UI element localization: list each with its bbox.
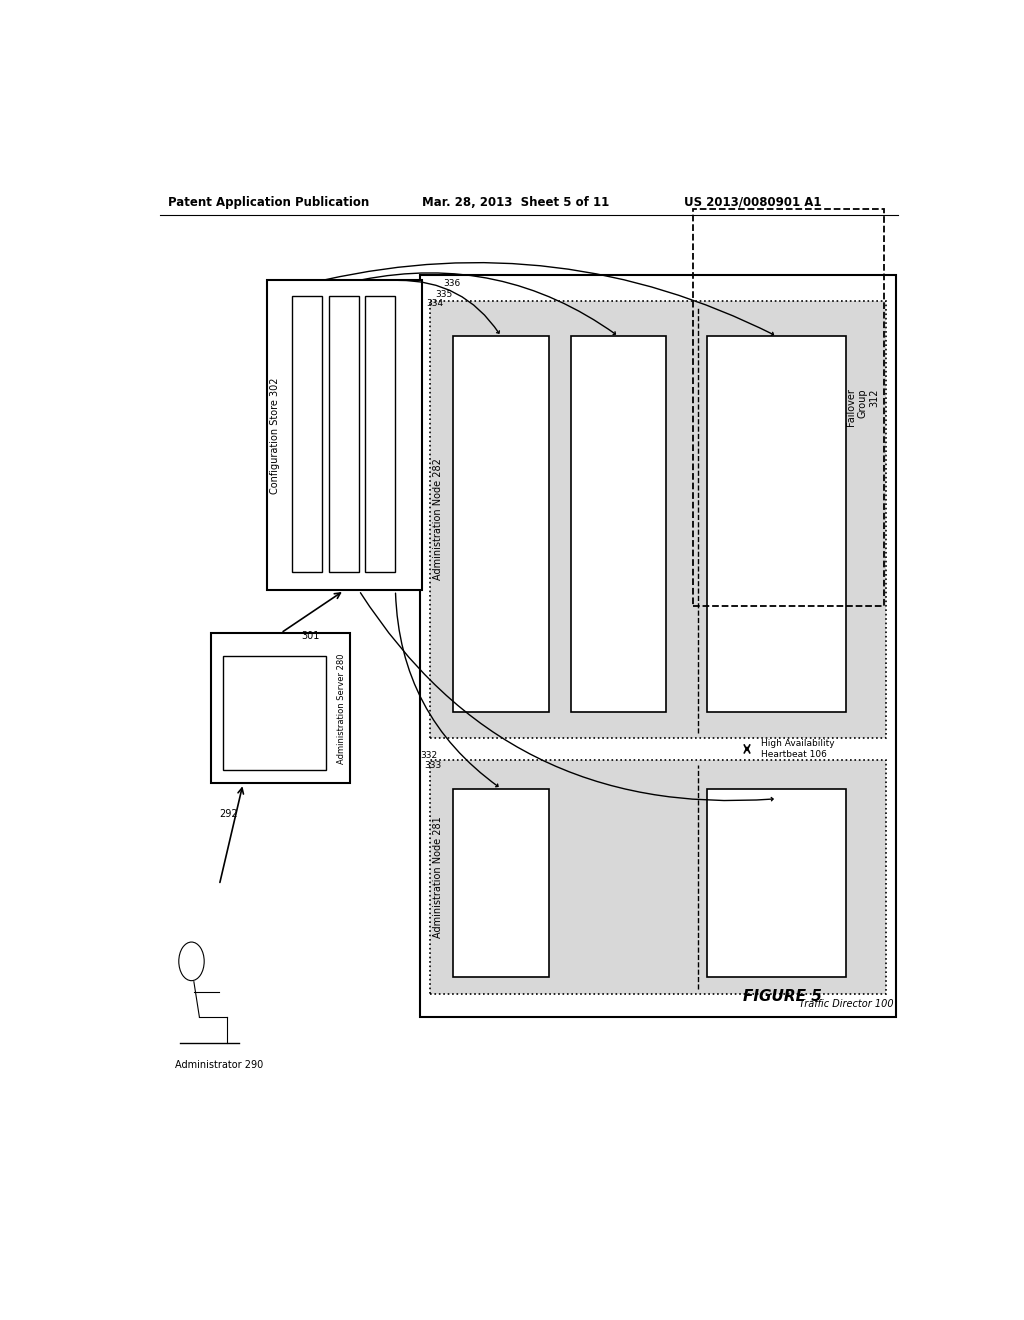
Text: High Availability
Heartbeat 106: High Availability Heartbeat 106 [761, 739, 835, 759]
Text: Instance D 322
(Configuration C): Instance D 322 (Configuration C) [492, 486, 511, 564]
Bar [430, 301, 886, 738]
Text: Configuration C 308: Configuration C 308 [376, 392, 385, 477]
Text: Instance C 320
(Configuration C): Instance C 320 (Configuration C) [492, 843, 511, 921]
Text: Mar. 28, 2013  Sheet 5 of 11: Mar. 28, 2013 Sheet 5 of 11 [422, 195, 609, 209]
Bar [420, 276, 896, 1018]
Bar [430, 760, 886, 994]
Text: Administration Node 281: Administration Node 281 [432, 816, 442, 939]
Ellipse shape [179, 942, 204, 981]
Bar [329, 296, 359, 572]
Bar [366, 296, 395, 572]
Text: 292: 292 [219, 809, 238, 818]
Text: Instance A 314
(Configuration A): Instance A 314 (Configuration A) [767, 843, 786, 921]
Text: Administration Server 280: Administration Server 280 [337, 653, 346, 763]
Text: 332: 332 [420, 751, 437, 760]
Bar [693, 209, 884, 606]
Bar [267, 280, 422, 590]
Text: Configuration B 306: Configuration B 306 [339, 392, 348, 477]
Text: Administrator 290: Administrator 290 [175, 1060, 263, 1071]
Text: 336: 336 [443, 280, 461, 289]
Text: Instance B 316
(Configuration A): Instance B 316 (Configuration A) [767, 486, 786, 564]
FancyArrowPatch shape [361, 273, 615, 334]
Text: Configuration A 304: Configuration A 304 [303, 392, 312, 477]
Text: 334: 334 [426, 298, 443, 308]
Bar [211, 634, 350, 784]
Text: Patent Application Publication: Patent Application Publication [168, 195, 369, 209]
Text: Failover
Group
312: Failover Group 312 [847, 388, 880, 426]
Bar [292, 296, 323, 572]
Text: 301: 301 [301, 631, 319, 642]
Bar [454, 788, 549, 977]
Bar [454, 337, 549, 713]
FancyArrowPatch shape [395, 593, 498, 787]
Bar [570, 337, 666, 713]
FancyArrowPatch shape [326, 263, 773, 335]
Text: FIGURE 5: FIGURE 5 [743, 990, 822, 1005]
Bar [708, 337, 846, 713]
Text: Configuration Store 302: Configuration Store 302 [269, 378, 280, 494]
Text: Administration Node 282: Administration Node 282 [432, 458, 442, 581]
Bar [708, 788, 846, 977]
Text: 333: 333 [424, 762, 441, 771]
FancyArrowPatch shape [398, 280, 500, 333]
Text: Traffic Director 100: Traffic Director 100 [799, 999, 894, 1008]
Text: US 2013/0080901 A1: US 2013/0080901 A1 [684, 195, 821, 209]
Text: 335: 335 [435, 289, 453, 298]
FancyArrowPatch shape [360, 593, 773, 801]
Text: Instance E 324
(Configuration B): Instance E 324 (Configuration B) [608, 486, 628, 564]
Text: Administration
Interface 285: Administration Interface 285 [242, 704, 308, 723]
Bar [223, 656, 327, 771]
